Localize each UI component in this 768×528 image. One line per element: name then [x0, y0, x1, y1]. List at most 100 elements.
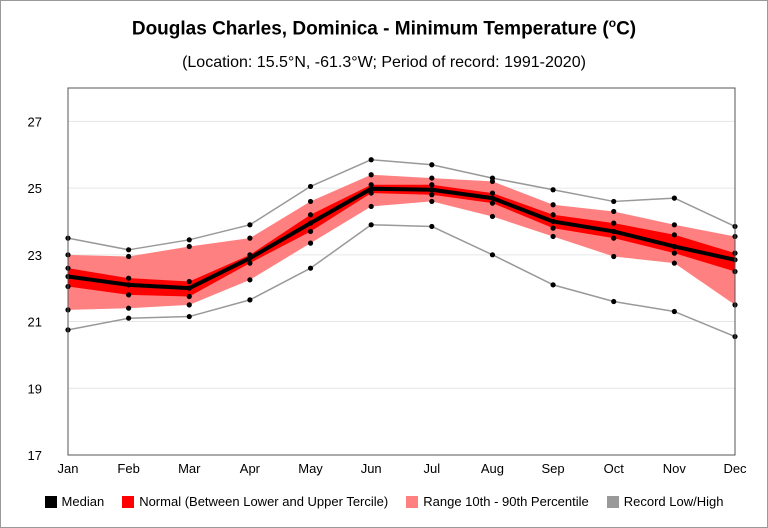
record-high-point: [368, 157, 374, 163]
record-low-line: [67, 224, 736, 338]
record-low-point: [126, 315, 132, 321]
p90-point: [126, 253, 132, 260]
legend-swatch: [406, 495, 419, 508]
lower-tercile-point: [671, 250, 677, 256]
lower-tercile-point: [126, 292, 132, 298]
median-point: [671, 243, 677, 250]
median-point: [368, 186, 374, 192]
legend-swatch: [606, 495, 619, 508]
p90-point: [307, 198, 314, 205]
upper-tercile-point: [489, 190, 496, 196]
median-point: [611, 228, 617, 235]
record-low-point: [307, 265, 314, 271]
chart-subtitle: (Location: 15.5°N, -61.3°W; Period of re…: [182, 54, 586, 71]
axis-ticks: 17 19 21 23 25 27 Jan Feb Mar Apr May Jun Jul Aug Sep O…: [28, 114, 748, 476]
legend-label: Median: [61, 494, 105, 509]
x-tick-label: Jul: [424, 461, 441, 476]
p10-point: [307, 240, 314, 246]
legend-item: Median: [44, 494, 105, 509]
p10-point: [126, 305, 132, 311]
x-tick-label: Jun: [361, 461, 382, 476]
upper-tercile-point: [611, 220, 617, 226]
p10-point: [611, 253, 617, 260]
p90-point: [671, 222, 677, 228]
lower-tercile-point: [611, 235, 617, 241]
band-areas: [68, 174, 735, 310]
p90-point: [429, 175, 435, 181]
legend-label: Range 10th - 90th Percentile: [423, 494, 589, 509]
x-tick-label: Aug: [481, 461, 504, 476]
record-high-point: [611, 198, 617, 205]
median-point: [307, 220, 314, 226]
upper-tercile-point: [429, 182, 435, 188]
upper-tercile-point: [368, 182, 374, 188]
legend-swatch: [122, 495, 135, 508]
p10-point: [368, 203, 374, 210]
legend-label: Record Low/High: [623, 494, 724, 509]
normal-tercile-band: [68, 184, 735, 297]
lower-tercile-point: [489, 200, 496, 206]
median-point: [126, 282, 132, 288]
x-tick-label: Feb: [117, 461, 139, 476]
legend-swatch: [44, 495, 57, 508]
record-high-point: [671, 195, 677, 201]
median-point: [186, 285, 192, 291]
lower-tercile-point: [368, 190, 374, 196]
legend-label: Normal (Between Lower and Upper Tercile): [139, 494, 389, 509]
title-degree-sup: o: [608, 16, 617, 30]
lower-tercile-point: [550, 225, 556, 231]
p90-point: [368, 172, 374, 178]
p90-point: [247, 235, 253, 241]
x-tick-label: Jan: [58, 461, 79, 476]
y-tick-label: 23: [28, 248, 42, 263]
plot-area-border: [67, 87, 736, 456]
p10-point: [186, 302, 192, 308]
x-tick-label: May: [298, 461, 323, 476]
p10-point: [489, 213, 496, 220]
median-line: [67, 186, 736, 291]
p10-point: [550, 233, 556, 240]
x-tick-label: Dec: [723, 461, 747, 476]
x-tick-label: Apr: [240, 461, 261, 476]
record-high-point: [429, 162, 435, 168]
y-tick-label: 27: [28, 114, 42, 129]
upper-tercile-point: [186, 278, 192, 285]
y-tick-label: 19: [28, 381, 42, 396]
chart-legend: Median Normal (Between Lower and Upper Te…: [0, 494, 768, 509]
p90-point: [489, 178, 496, 185]
y-tick-label: 21: [28, 315, 42, 330]
upper-tercile-point: [671, 232, 677, 238]
lower-tercile-point: [186, 293, 192, 300]
p10-point: [247, 277, 253, 283]
p90-point: [186, 243, 192, 250]
record-high-point: [186, 237, 192, 243]
record-low-point: [247, 297, 253, 303]
record-high-point: [307, 183, 314, 190]
legend-item: Range 10th - 90th Percentile: [406, 494, 589, 509]
record-low-point: [186, 313, 192, 320]
lower-tercile-point: [307, 228, 314, 235]
record-low-point: [550, 282, 556, 288]
chart-title: Douglas Charles, Dominica - Minimum Temp…: [131, 16, 637, 40]
p10-point: [429, 198, 435, 205]
record-low-point: [611, 298, 617, 305]
lower-tercile-point: [247, 260, 253, 266]
series-points: [65, 157, 738, 340]
p10-point: [671, 260, 677, 266]
upper-tercile-point: [307, 212, 314, 218]
x-tick-label: Mar: [178, 461, 201, 476]
record-high-point: [247, 222, 253, 228]
median-point: [550, 218, 556, 225]
x-tick-label: Sep: [542, 461, 565, 476]
percentile-range-band: [68, 174, 735, 310]
upper-tercile-point: [126, 275, 132, 281]
record-low-point: [489, 252, 496, 258]
p90-point: [550, 202, 556, 208]
legend-item: Normal (Between Lower and Upper Tercile): [122, 494, 388, 509]
p90-point: [611, 208, 617, 215]
median-point: [489, 195, 496, 201]
median-point: [247, 255, 253, 261]
median-point: [429, 187, 435, 193]
record-high-point: [550, 187, 556, 193]
x-tick-label: Oct: [604, 461, 625, 476]
